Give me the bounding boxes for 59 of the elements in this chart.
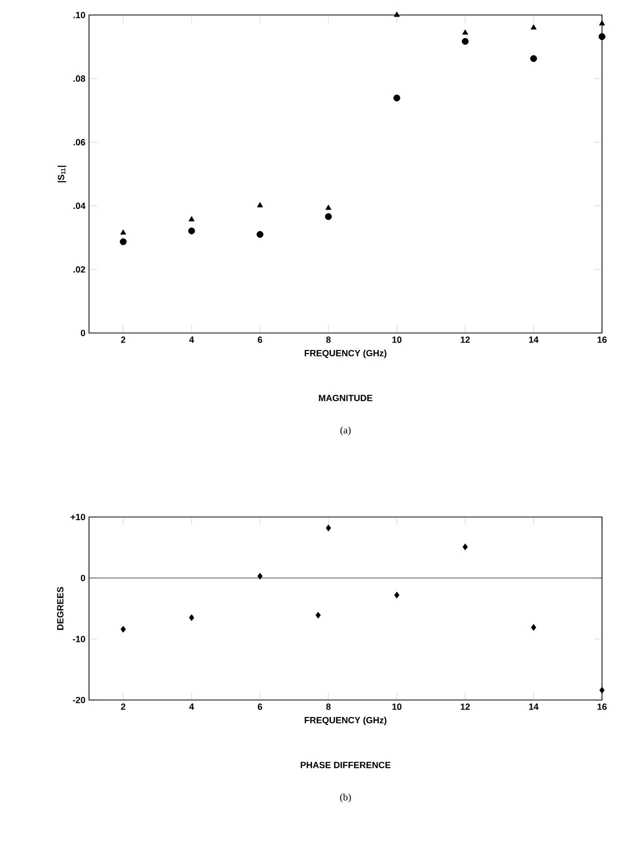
x-tick-label: 16 <box>598 336 607 343</box>
point <box>462 29 468 35</box>
x-tick-label: 6 <box>258 336 262 343</box>
text: (b) <box>340 793 351 803</box>
point <box>325 204 332 210</box>
point <box>599 20 605 26</box>
point <box>189 614 194 622</box>
point <box>120 238 127 246</box>
x-tick-label: 10 <box>392 704 402 710</box>
x-tick-label: 2 <box>121 704 126 710</box>
point <box>462 543 468 550</box>
y-tick-label: .08 <box>74 75 86 82</box>
y-tick-label: .06 <box>74 139 86 146</box>
point <box>325 213 332 220</box>
point <box>599 686 605 694</box>
point <box>394 12 400 17</box>
x-tick-label: 8 <box>326 336 331 343</box>
x-tick-label: 10 <box>392 336 402 343</box>
x-axis-title: FREQUENCY (GHz) <box>304 716 386 726</box>
y-axis-title: |S$_{11}$| <box>58 166 66 182</box>
point <box>256 231 264 238</box>
text: MAGNITUDE <box>318 394 372 402</box>
x-tick-label: 6 <box>258 704 262 710</box>
point <box>120 626 126 633</box>
text: PHASE DIFFERENCE <box>300 762 390 768</box>
text: (a) <box>340 426 351 436</box>
y-tick-label: .10 <box>74 12 86 18</box>
x-tick-label: 14 <box>529 336 539 343</box>
y-tick-label: .04 <box>74 202 86 209</box>
y-tick-label: -10 <box>72 636 86 642</box>
point <box>394 592 400 598</box>
x-tick-label: 16 <box>598 704 607 710</box>
y-tick-label: +10 <box>70 514 86 520</box>
point <box>462 38 469 45</box>
point <box>326 524 331 532</box>
point <box>598 33 606 40</box>
point <box>120 229 126 235</box>
point <box>531 624 536 631</box>
point <box>393 94 400 102</box>
point <box>257 202 263 208</box>
y-tick-label: 0 <box>80 574 86 582</box>
point <box>257 572 263 580</box>
x-tick-label: 12 <box>460 336 470 343</box>
x-tick-label: 4 <box>189 336 194 343</box>
y-tick-label: -20 <box>72 696 86 704</box>
point <box>530 24 537 30</box>
x-tick-label: 2 <box>121 336 126 343</box>
point <box>316 612 321 619</box>
point <box>188 228 195 234</box>
point <box>530 55 538 62</box>
x-tick-label: 12 <box>460 704 470 710</box>
y-tick-label: 0 <box>80 330 86 336</box>
x-tick-label: 14 <box>529 704 539 710</box>
y-tick-label: .02 <box>74 266 86 273</box>
x-tick-label: 8 <box>326 704 331 710</box>
x-tick-label: 4 <box>189 704 194 710</box>
x-axis-title: FREQUENCY (GHz) <box>304 350 386 358</box>
point <box>188 216 195 222</box>
y-axis-title: DEGREES <box>57 586 64 630</box>
